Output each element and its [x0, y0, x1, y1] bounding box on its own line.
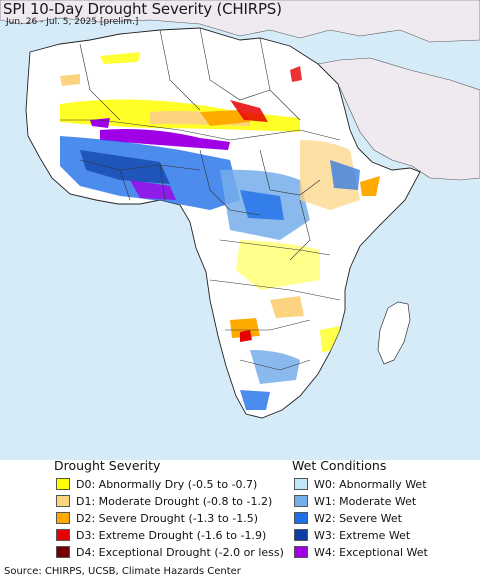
- map-title: SPI 10-Day Drought Severity (CHIRPS): [3, 0, 282, 18]
- legend-w4: W4: Exceptional Wet: [294, 545, 428, 559]
- legend-w3: W3: Extreme Wet: [294, 528, 410, 542]
- legend-w3-swatch: [294, 529, 308, 541]
- legend-d0-swatch: [56, 478, 70, 490]
- legend-d2: D2: Severe Drought (-1.3 to -1.5): [56, 511, 258, 525]
- legend-w4-label: W4: Exceptional Wet: [314, 545, 428, 559]
- legend-w1-label: W1: Moderate Wet: [314, 494, 417, 508]
- legend-d1-swatch: [56, 495, 70, 507]
- legend-d4-label: D4: Exceptional Drought (-2.0 or less): [76, 545, 284, 559]
- madagascar: [377, 301, 411, 365]
- europe-land: [0, 0, 480, 43]
- country-borders: [60, 27, 341, 371]
- legend-d4-swatch: [56, 546, 70, 558]
- legend-d3-label: D3: Extreme Drought (-1.6 to -1.9): [76, 528, 267, 542]
- spi-overlay: [60, 52, 380, 410]
- legend-drought-title: Drought Severity: [54, 458, 161, 473]
- legend-d0-label: D0: Abnormally Dry (-0.5 to -0.7): [76, 477, 258, 491]
- legend-d1-label: D1: Moderate Drought (-0.8 to -1.2): [76, 494, 273, 508]
- legend-w2: W2: Severe Wet: [294, 511, 402, 525]
- legend-w4-swatch: [294, 546, 308, 558]
- legend-d3-swatch: [56, 529, 70, 541]
- legend-d2-label: D2: Severe Drought (-1.3 to -1.5): [76, 511, 259, 525]
- source-credit: Source: CHIRPS, UCSB, Climate Hazards Ce…: [4, 566, 241, 577]
- arabia-land: [317, 57, 480, 181]
- legend-d1: D1: Moderate Drought (-0.8 to -1.2): [56, 494, 272, 508]
- legend-d4: D4: Exceptional Drought (-2.0 or less): [56, 545, 284, 559]
- drought-map: [0, 0, 480, 460]
- legend-w2-label: W2: Severe Wet: [314, 511, 402, 525]
- legend-w2-swatch: [294, 512, 308, 524]
- legend-w3-label: W3: Extreme Wet: [314, 528, 411, 542]
- map-subtitle: Jun. 26 - Jul. 5, 2025 [prelim.]: [6, 17, 139, 27]
- legend-w0-swatch: [294, 478, 308, 490]
- legend-w0-label: W0: Abnormally Wet: [314, 477, 427, 491]
- legend-w1-swatch: [294, 495, 308, 507]
- legend-d2-swatch: [56, 512, 70, 524]
- legend-wet-title: Wet Conditions: [292, 458, 387, 473]
- legend-d3: D3: Extreme Drought (-1.6 to -1.9): [56, 528, 266, 542]
- legend-w1: W1: Moderate Wet: [294, 494, 416, 508]
- legend-d0: D0: Abnormally Dry (-0.5 to -0.7): [56, 477, 257, 491]
- legend-w0: W0: Abnormally Wet: [294, 477, 427, 491]
